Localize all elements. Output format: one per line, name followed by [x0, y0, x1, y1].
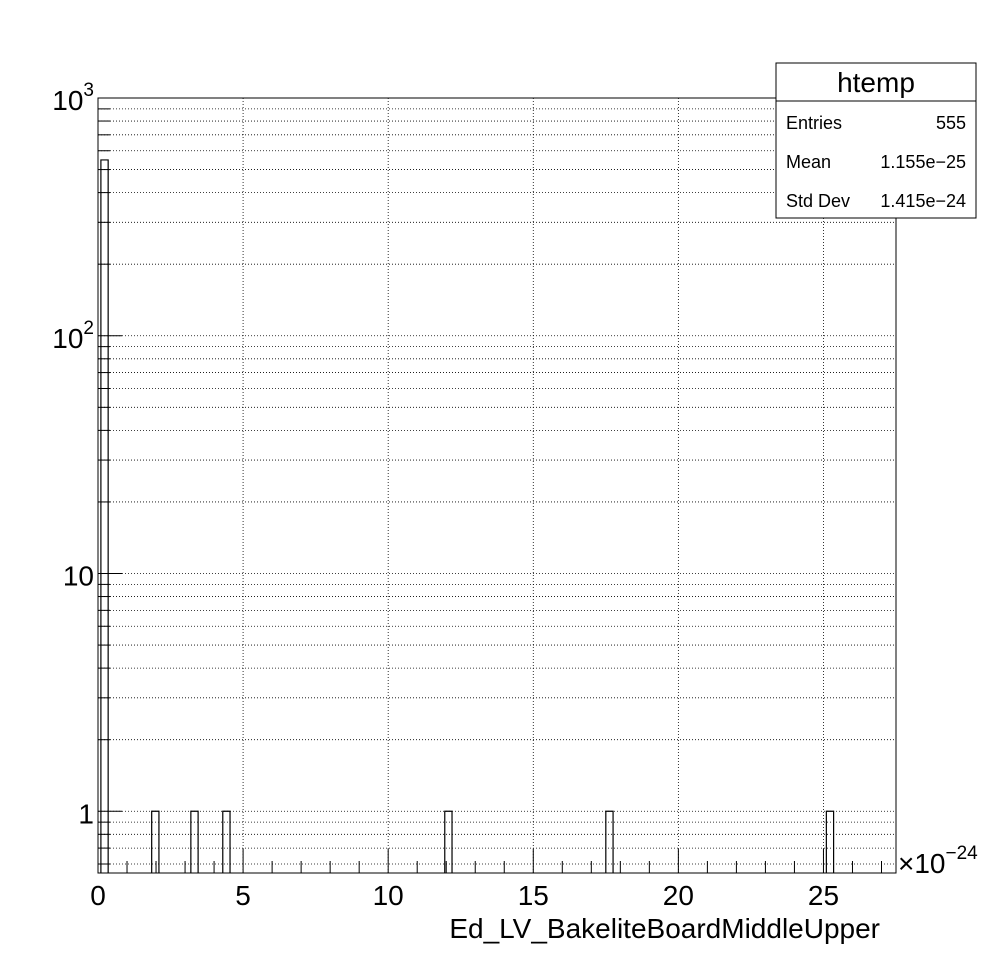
x-multiplier-base: ×10 — [898, 848, 946, 879]
x-tick-label: 15 — [518, 880, 549, 911]
x-tick-label: 20 — [663, 880, 694, 911]
stats-stddev-value: 1.415e−24 — [880, 191, 966, 211]
stats-box: htemp Entries 555 Mean 1.155e−25 Std Dev… — [775, 62, 977, 219]
x-axis-multiplier: ×10−24 — [898, 843, 978, 879]
x-tick-label: 5 — [235, 880, 251, 911]
histogram-bar — [605, 810, 614, 873]
histogram-bar — [825, 810, 835, 873]
x-tick-label: 0 — [90, 880, 106, 911]
histogram-bar — [444, 810, 453, 873]
stats-box-title: htemp — [837, 67, 915, 98]
plot-frame — [97, 97, 897, 874]
histogram-bar — [222, 810, 231, 873]
stats-stddev-label: Std Dev — [786, 191, 850, 211]
x-axis-label: Ed_LV_BakeliteBoardMiddleUpper — [449, 913, 880, 944]
svg-text:×10−24: ×10−24 — [898, 843, 978, 879]
stats-mean-label: Mean — [786, 152, 831, 172]
y-axis-ticks: 1 10 102 103 — [52, 80, 122, 865]
stats-entries-value: 555 — [936, 113, 966, 133]
x-axis-ticks: 0 5 10 15 20 25 — [90, 849, 882, 911]
grid-lines — [98, 97, 896, 873]
stats-mean-value: 1.155e−25 — [880, 152, 966, 172]
x-tick-label: 25 — [808, 880, 839, 911]
histogram-bar — [190, 810, 199, 873]
histogram-bars — [100, 159, 835, 873]
stats-box-frame — [775, 62, 977, 219]
histogram-bar — [100, 159, 109, 873]
y-tick-label: 1 — [78, 798, 94, 829]
x-tick-label: 10 — [373, 880, 404, 911]
y-tick-label: 103 — [52, 80, 94, 116]
axes — [97, 97, 897, 874]
histogram-bar — [151, 810, 160, 873]
y-tick-label: 10 — [63, 561, 94, 592]
x-multiplier-exponent: −24 — [946, 843, 979, 864]
y-tick-label: 102 — [52, 318, 94, 354]
stats-entries-label: Entries — [786, 113, 842, 133]
